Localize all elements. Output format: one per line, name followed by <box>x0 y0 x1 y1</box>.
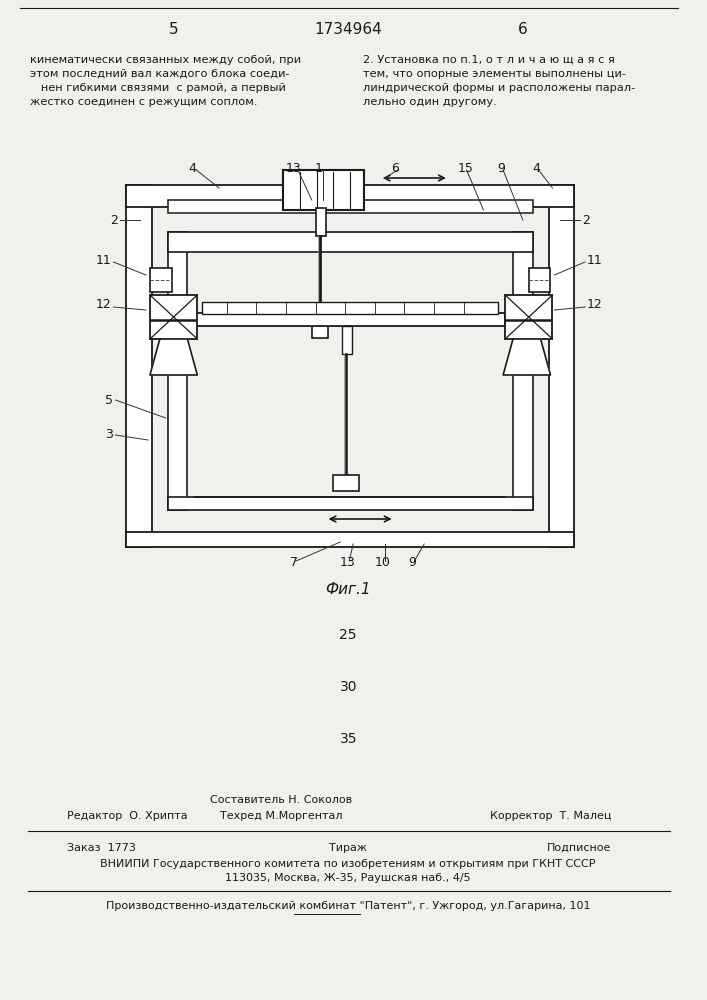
Text: Фиг.1: Фиг.1 <box>325 582 371 597</box>
Bar <box>150 295 197 339</box>
Bar <box>202 302 498 314</box>
Bar <box>342 326 352 354</box>
Bar <box>168 200 533 213</box>
Text: 13: 13 <box>286 161 302 174</box>
Polygon shape <box>150 339 197 375</box>
Text: 6: 6 <box>518 22 527 37</box>
Text: 12: 12 <box>587 298 603 312</box>
Text: 13: 13 <box>339 556 355 570</box>
Bar <box>127 185 574 207</box>
Bar <box>312 318 327 338</box>
Bar <box>150 268 172 292</box>
Text: 12: 12 <box>95 298 112 312</box>
Bar <box>127 185 152 547</box>
Text: кинематически связанных между собой, при
этом последний вал каждого блока соеди-: кинематически связанных между собой, при… <box>30 55 300 107</box>
Bar <box>168 497 533 510</box>
Text: Заказ  1773: Заказ 1773 <box>67 843 136 853</box>
Text: 10: 10 <box>375 556 391 570</box>
Bar <box>127 532 574 547</box>
Bar <box>513 232 533 510</box>
Text: 11: 11 <box>95 253 112 266</box>
Text: 11: 11 <box>587 253 603 266</box>
Bar <box>195 313 505 326</box>
Bar <box>505 295 552 339</box>
Text: Тираж: Тираж <box>329 843 367 853</box>
Bar <box>316 208 325 236</box>
Text: ВНИИПИ Государственного комитета по изобретениям и открытиям при ГКНТ СССР: ВНИИПИ Государственного комитета по изоб… <box>100 859 596 869</box>
Text: 1: 1 <box>315 161 322 174</box>
Bar <box>549 185 574 547</box>
Text: 15: 15 <box>457 161 474 174</box>
Bar <box>334 475 359 491</box>
Text: 2: 2 <box>110 214 118 227</box>
Text: 7: 7 <box>290 556 298 570</box>
Text: 1734964: 1734964 <box>315 22 382 37</box>
Text: 35: 35 <box>339 732 357 746</box>
Text: Корректор  Т. Малец: Корректор Т. Малец <box>490 811 612 821</box>
Text: Составитель Н. Соколов: Составитель Н. Соколов <box>210 795 352 805</box>
Text: Редактор  О. Хрипта: Редактор О. Хрипта <box>67 811 188 821</box>
Text: 25: 25 <box>339 628 357 642</box>
Bar <box>168 232 533 252</box>
Text: Техред М.Моргентал: Техред М.Моргентал <box>220 811 342 821</box>
Polygon shape <box>503 339 551 375</box>
Text: Производственно-издательский комбинат "Патент", г. Ужгород, ул.Гагарина, 101: Производственно-издательский комбинат "П… <box>106 901 590 911</box>
Text: 4: 4 <box>189 161 197 174</box>
Text: 9: 9 <box>409 556 416 570</box>
Text: 113035, Москва, Ж-35, Раушская наб., 4/5: 113035, Москва, Ж-35, Раушская наб., 4/5 <box>226 873 471 883</box>
Text: 9: 9 <box>497 161 505 174</box>
Bar <box>283 170 364 210</box>
Text: 6: 6 <box>391 161 399 174</box>
Text: Подписное: Подписное <box>547 843 612 853</box>
Text: 4: 4 <box>533 161 541 174</box>
Text: 2: 2 <box>582 214 590 227</box>
Bar <box>529 268 551 292</box>
Text: 2. Установка по п.1, о т л и ч а ю щ а я с я
тем, что опорные элементы выполнены: 2. Установка по п.1, о т л и ч а ю щ а я… <box>363 55 636 107</box>
Text: 30: 30 <box>339 680 357 694</box>
Text: 5: 5 <box>105 393 113 406</box>
Text: 5: 5 <box>169 22 178 37</box>
Bar <box>168 232 187 510</box>
Text: 3: 3 <box>105 428 113 442</box>
